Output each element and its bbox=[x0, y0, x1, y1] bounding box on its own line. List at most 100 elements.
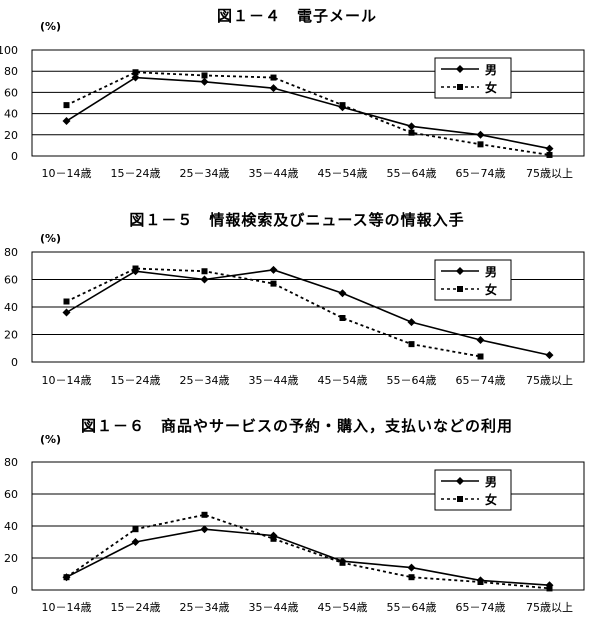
y-tick-label: 80 bbox=[4, 246, 18, 259]
y-tick-label: 40 bbox=[4, 108, 18, 121]
plot-area bbox=[31, 461, 585, 591]
chart-1: 0 20 40 60 80 100 (%) 10－14歳 15－24歳 25－34歳 35－44歳 4… bbox=[0, 20, 585, 180]
x-tick-label: 10－14歳 bbox=[42, 167, 92, 180]
data-point-female bbox=[201, 268, 208, 275]
x-tick-label: 55－64歳 bbox=[387, 601, 437, 614]
x-tick-label: 55－64歳 bbox=[387, 374, 437, 387]
legend-marker bbox=[457, 286, 463, 292]
data-point-female bbox=[339, 315, 346, 321]
data-point-female bbox=[546, 151, 553, 158]
chart-2: 0 20 40 60 80 (%) 10－14歳 15－24歳 25－34歳 35－44歳 45－5… bbox=[4, 232, 585, 387]
y-tick-label: 40 bbox=[4, 301, 18, 314]
data-point-male bbox=[476, 130, 485, 139]
x-tick-label: 65－74歳 bbox=[456, 601, 506, 614]
y-tick-label: 60 bbox=[4, 488, 18, 501]
legend-label: 男 bbox=[485, 265, 497, 279]
data-point-female bbox=[63, 102, 70, 109]
x-tick-label: 45－54歳 bbox=[318, 601, 368, 614]
x-tick-label: 25－34歳 bbox=[180, 167, 230, 180]
data-point-female bbox=[477, 353, 484, 360]
legend-box bbox=[434, 259, 512, 301]
plot-area bbox=[31, 251, 585, 363]
data-point-female bbox=[339, 102, 346, 109]
series-line-male bbox=[66, 269, 550, 356]
y-tick-label: 40 bbox=[4, 520, 18, 533]
data-point-female bbox=[63, 298, 70, 305]
legend-marker bbox=[456, 65, 464, 73]
data-point-female bbox=[339, 559, 346, 566]
data-point-male bbox=[476, 336, 485, 344]
x-tick-label: 15－24歳 bbox=[111, 167, 161, 180]
y-tick-label: 0 bbox=[11, 356, 18, 369]
data-point-female bbox=[270, 535, 277, 542]
y-axis-unit-label: (%) bbox=[40, 232, 61, 245]
data-point-female bbox=[408, 341, 415, 348]
legend-marker bbox=[457, 496, 463, 502]
x-tick-label: 35－44歳 bbox=[249, 601, 299, 614]
data-point-female bbox=[132, 526, 139, 533]
data-point-male bbox=[269, 265, 278, 274]
legend-box bbox=[434, 469, 512, 511]
data-point-male bbox=[200, 275, 209, 284]
data-point-female bbox=[477, 579, 484, 585]
x-tick-label: 55－64歳 bbox=[387, 167, 437, 180]
x-tick-label: 15－24歳 bbox=[111, 374, 161, 387]
data-point-male bbox=[131, 73, 140, 82]
x-tick-label: 75歳以上 bbox=[526, 601, 573, 614]
data-point-female bbox=[201, 511, 208, 518]
x-tick-label: 25－34歳 bbox=[180, 374, 230, 387]
data-point-female bbox=[546, 585, 553, 592]
legend-marker bbox=[456, 477, 464, 485]
legend-box bbox=[434, 57, 512, 99]
x-tick-label: 10－14歳 bbox=[42, 601, 92, 614]
data-point-female bbox=[270, 74, 277, 81]
y-tick-label: 80 bbox=[4, 65, 18, 78]
series-line-male bbox=[66, 76, 550, 150]
data-point-female bbox=[408, 574, 415, 581]
legend-marker bbox=[456, 267, 464, 275]
y-axis-unit-label: (%) bbox=[40, 433, 61, 446]
x-tick-label: 75歳以上 bbox=[526, 167, 573, 180]
chart-title-2: 図１－５ 情報検索及びニュース等の情報入手 bbox=[129, 211, 465, 229]
data-point-male bbox=[545, 351, 554, 360]
x-tick-label: 35－44歳 bbox=[249, 374, 299, 387]
data-point-female bbox=[201, 72, 208, 79]
y-tick-label: 0 bbox=[11, 584, 18, 597]
data-point-male bbox=[200, 77, 209, 86]
y-tick-label: 20 bbox=[4, 329, 18, 342]
series-line-female bbox=[65, 513, 550, 590]
legend-label: 男 bbox=[485, 475, 497, 489]
y-axis-unit-label: (%) bbox=[40, 20, 61, 33]
series-line-female bbox=[66, 71, 550, 156]
x-tick-label: 45－54歳 bbox=[318, 374, 368, 387]
legend-label: 女 bbox=[485, 282, 497, 297]
legend-marker bbox=[457, 84, 463, 90]
x-tick-label: 45－54歳 bbox=[318, 167, 368, 180]
legend-label: 女 bbox=[485, 492, 497, 507]
y-tick-label: 80 bbox=[4, 456, 18, 469]
data-point-male bbox=[338, 289, 347, 298]
x-tick-label: 75歳以上 bbox=[526, 374, 573, 387]
series-line-male bbox=[66, 528, 550, 586]
data-point-male bbox=[269, 84, 278, 93]
data-point-male bbox=[131, 538, 140, 546]
data-point-male bbox=[62, 117, 71, 126]
y-tick-label: 0 bbox=[11, 150, 18, 163]
legend-label: 女 bbox=[485, 80, 497, 95]
data-point-female bbox=[132, 69, 139, 76]
legend-label: 男 bbox=[485, 63, 497, 77]
data-point-male bbox=[200, 525, 209, 534]
data-point-female bbox=[63, 574, 70, 581]
data-point-female bbox=[408, 129, 415, 136]
x-tick-label: 65－74歳 bbox=[456, 167, 506, 180]
data-point-female bbox=[477, 141, 484, 148]
data-point-male bbox=[407, 122, 416, 131]
data-point-female bbox=[270, 280, 277, 287]
x-tick-label: 10－14歳 bbox=[42, 374, 92, 387]
y-tick-label: 20 bbox=[4, 552, 18, 565]
data-point-female bbox=[132, 265, 139, 272]
data-point-male bbox=[62, 308, 71, 317]
y-tick-label: 60 bbox=[4, 86, 18, 99]
chart-title-1: 図１－４ 電子メール bbox=[216, 7, 377, 25]
x-tick-label: 35－44歳 bbox=[249, 167, 299, 180]
